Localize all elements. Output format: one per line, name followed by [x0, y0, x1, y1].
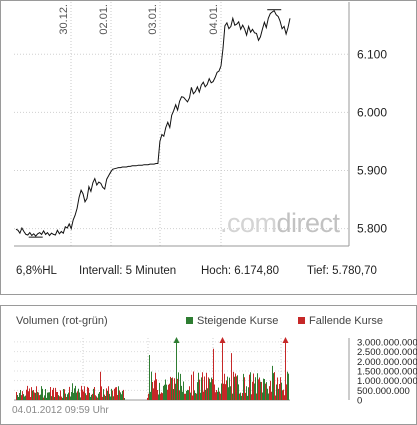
session-date-label: 04.01.: [208, 4, 220, 35]
volume-y-tick-label: 500.000.000: [357, 386, 410, 397]
clipped-arrow-icon: [219, 337, 226, 343]
high-label: Hoch:: [201, 265, 232, 277]
volume-y-tick-label: 0: [357, 396, 362, 407]
legend-rising: Steigende Kurse: [186, 315, 278, 327]
clipped-arrow-icon: [173, 337, 180, 343]
legend-falling-swatch: [298, 317, 305, 324]
volume-y-tick-label: 2.000.000.000: [357, 357, 417, 368]
high-value: 6.174,80: [234, 265, 280, 277]
volume-y-tick-label: 1.500.000.000: [357, 366, 417, 377]
price-line: [15, 9, 291, 237]
volume-title: Volumen (rot-grün): [16, 315, 108, 327]
interval-info: Intervall: 5 Minuten: [79, 265, 176, 277]
volume-y-tick-label: 2.500.000.000: [357, 347, 417, 358]
volatility-label: 6,8%HL: [16, 265, 57, 277]
price-y-tick-label: 6.100: [357, 47, 387, 61]
low-label: Tief:: [307, 265, 329, 277]
session-date-label: 30.12.: [58, 4, 70, 35]
price-y-tick-label: 5.800: [357, 222, 387, 236]
clipped-arrow-icon: [282, 337, 289, 343]
volume-y-tick-label: 1.000.000.000: [357, 376, 417, 387]
volume-y-tick-label: 3.000.000.000: [357, 337, 417, 348]
volume-bars: [16, 345, 289, 400]
interval-label: Intervall:: [79, 265, 123, 277]
legend-falling: Fallende Kurse: [298, 315, 383, 327]
high-info: Hoch: 6.174,80: [201, 265, 279, 277]
comdirect-watermark: .comdirect: [220, 208, 340, 238]
legend-rising-swatch: [186, 317, 193, 324]
session-date-label: 02.01.: [98, 4, 110, 35]
legend-rising-label: Steigende Kurse: [197, 315, 279, 327]
interval-value: 5 Minuten: [125, 265, 177, 277]
low-value: 5.780,70: [332, 265, 377, 277]
legend-falling-label: Fallende Kurse: [309, 315, 383, 327]
price-y-tick-label: 6.000: [357, 105, 387, 119]
low-info: Tief: 5.780,70: [307, 265, 377, 277]
volume-chart-panel: [0, 305, 417, 425]
price-chart: 5.800 5.900 6.000 6.100 30.12. 02.01. 03.01. 04…: [14, 2, 387, 247]
session-date-label: 03.01.: [147, 4, 159, 35]
price-y-tick-label: 5.900: [357, 163, 387, 177]
timestamp: 04.01.2012 09:59 Uhr: [12, 405, 109, 416]
